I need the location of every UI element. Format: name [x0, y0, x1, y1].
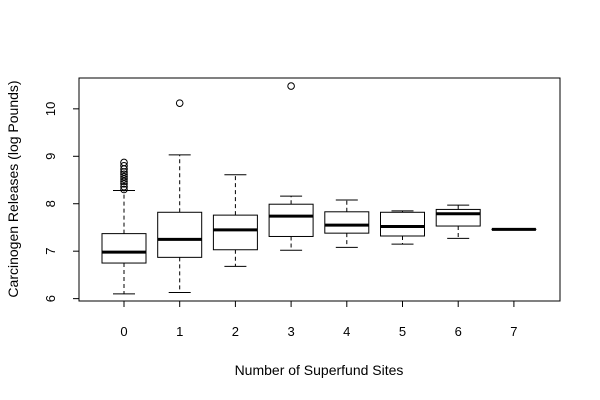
y-axis-label: Carcinogen Releases (log Pounds) [5, 80, 21, 297]
outlier-point [120, 182, 128, 191]
outlier-point [287, 82, 295, 90]
outlier-point [120, 170, 128, 179]
x-tick-label: 7 [510, 324, 517, 339]
box-1 [157, 99, 203, 293]
x-tick-label: 0 [120, 324, 127, 339]
box-3 [268, 82, 314, 251]
x-tick-label: 6 [455, 324, 462, 339]
iqr-box [268, 203, 314, 237]
outlier-point [120, 175, 128, 183]
x-tick-label: 2 [232, 324, 239, 339]
y-tick-label: 6 [43, 295, 58, 302]
y-tick-label: 9 [43, 153, 58, 160]
y-tick-label: 7 [43, 248, 58, 255]
iqr-box [157, 211, 203, 258]
boxes-layer [101, 82, 537, 295]
x-tick-label: 3 [287, 324, 294, 339]
iqr-box [324, 211, 370, 234]
outlier-point [120, 177, 128, 186]
box-4 [324, 199, 370, 248]
iqr-box [380, 211, 425, 237]
outlier-point [120, 158, 128, 167]
box-0 [101, 158, 147, 295]
x-axis: 0 1 2 3 4 5 6 7 [120, 300, 518, 339]
y-tick-label: 10 [43, 102, 58, 116]
outlier-point [175, 99, 184, 107]
plot-frame [78, 77, 561, 302]
iqr-box [101, 233, 147, 264]
box-2 [212, 174, 258, 267]
outlier-point [120, 161, 128, 170]
outlier-point [120, 180, 128, 188]
iqr-box [212, 214, 258, 251]
x-tick-label: 1 [176, 324, 183, 339]
x-tick-label: 5 [399, 324, 406, 339]
box-6 [435, 204, 481, 239]
x-tick-label: 4 [343, 324, 350, 339]
y-axis: 6 7 8 9 10 [43, 102, 80, 302]
box-5 [380, 210, 425, 245]
iqr-box [435, 208, 481, 227]
outlier-point [120, 172, 128, 181]
y-tick-label: 8 [43, 200, 58, 207]
x-axis-label: Number of Superfund Sites [235, 362, 404, 378]
outlier-point [120, 185, 128, 194]
